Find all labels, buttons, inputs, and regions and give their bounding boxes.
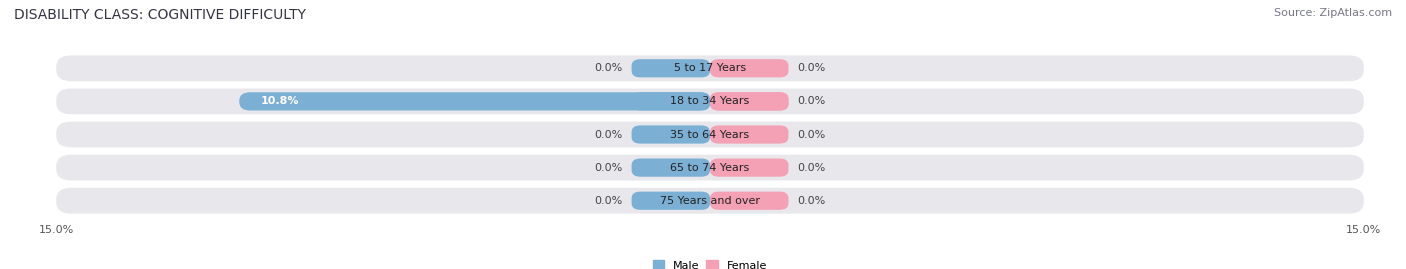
Text: 0.0%: 0.0% (797, 129, 825, 140)
Text: 10.8%: 10.8% (262, 96, 299, 107)
FancyBboxPatch shape (56, 122, 1364, 147)
Text: DISABILITY CLASS: COGNITIVE DIFFICULTY: DISABILITY CLASS: COGNITIVE DIFFICULTY (14, 8, 307, 22)
FancyBboxPatch shape (710, 59, 789, 77)
FancyBboxPatch shape (710, 92, 789, 111)
FancyBboxPatch shape (56, 188, 1364, 214)
FancyBboxPatch shape (710, 158, 789, 177)
FancyBboxPatch shape (710, 125, 789, 144)
FancyBboxPatch shape (710, 192, 789, 210)
FancyBboxPatch shape (631, 92, 710, 111)
Text: 0.0%: 0.0% (595, 196, 623, 206)
Legend: Male, Female: Male, Female (648, 256, 772, 269)
Text: 65 to 74 Years: 65 to 74 Years (664, 162, 756, 173)
Text: 0.0%: 0.0% (595, 162, 623, 173)
Text: 0.0%: 0.0% (595, 63, 623, 73)
FancyBboxPatch shape (56, 89, 1364, 114)
Text: Source: ZipAtlas.com: Source: ZipAtlas.com (1274, 8, 1392, 18)
Text: 0.0%: 0.0% (595, 129, 623, 140)
Text: 35 to 64 Years: 35 to 64 Years (664, 129, 756, 140)
Text: 0.0%: 0.0% (797, 63, 825, 73)
FancyBboxPatch shape (631, 158, 710, 177)
FancyBboxPatch shape (56, 55, 1364, 81)
Text: 75 Years and over: 75 Years and over (652, 196, 768, 206)
Text: 0.0%: 0.0% (797, 96, 825, 107)
Text: 0.0%: 0.0% (797, 196, 825, 206)
FancyBboxPatch shape (631, 125, 710, 144)
Text: 18 to 34 Years: 18 to 34 Years (664, 96, 756, 107)
FancyBboxPatch shape (631, 192, 710, 210)
FancyBboxPatch shape (56, 155, 1364, 180)
FancyBboxPatch shape (631, 59, 710, 77)
FancyBboxPatch shape (710, 92, 789, 111)
Text: 5 to 17 Years: 5 to 17 Years (666, 63, 754, 73)
FancyBboxPatch shape (239, 92, 710, 111)
Text: 0.0%: 0.0% (797, 162, 825, 173)
